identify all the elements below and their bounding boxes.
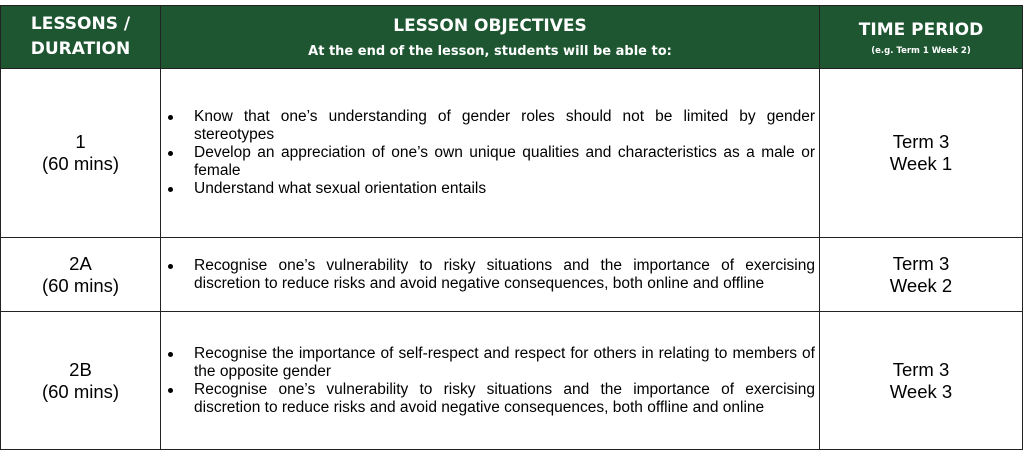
time-period-cell: Term 3 Week 1 — [819, 68, 1023, 238]
objective-item: Understand what sexual orientation entai… — [168, 180, 815, 198]
lesson-cell: 1 (60 mins) — [0, 68, 161, 238]
header-lessons-line2: DURATION — [30, 39, 131, 59]
objective-text: Recognise the importance of self-respect… — [194, 344, 815, 380]
time-period-cell: Term 3 Week 2 — [819, 237, 1023, 312]
table-row: 1 (60 mins) Know that one’s understandin… — [0, 68, 1023, 238]
objective-item: Recognise the importance of self-respect… — [168, 344, 815, 381]
time-week: Week 3 — [889, 380, 953, 402]
header-time-title: TIME PERIOD — [858, 19, 984, 40]
table-row: 2B (60 mins) Recognise the importance of… — [0, 311, 1023, 450]
lesson-number: 2B — [69, 358, 92, 380]
objective-text: Recognise one’s vulnerability to risky s… — [194, 256, 815, 292]
header-time-period: TIME PERIOD (e.g. Term 1 Week 2) — [819, 5, 1023, 69]
bullet-icon — [168, 187, 173, 192]
header-objectives-subtitle: At the end of the lesson, students will … — [308, 44, 672, 59]
header-lessons-line1: LESSONS / — [30, 14, 131, 34]
header-lesson-objectives: LESSON OBJECTIVES At the end of the less… — [160, 5, 820, 69]
time-term: Term 3 — [892, 358, 950, 380]
lesson-number: 2A — [69, 252, 92, 274]
table-header-row: LESSONS / DURATION LESSON OBJECTIVES At … — [0, 5, 1023, 69]
time-term: Term 3 — [892, 252, 950, 274]
time-term: Term 3 — [892, 131, 950, 152]
objective-item: Recognise one’s vulnerability to risky s… — [168, 380, 815, 417]
lesson-cell: 2A (60 mins) — [0, 237, 161, 312]
objective-text: Understand what sexual orientation entai… — [194, 180, 487, 197]
bullet-icon — [168, 351, 173, 357]
header-objectives-title: LESSON OBJECTIVES — [393, 16, 587, 36]
time-week: Week 1 — [889, 153, 953, 174]
objectives-list: Recognise the importance of self-respect… — [161, 345, 819, 417]
table-row: 2A (60 mins) Recognise one’s vulnerabili… — [0, 237, 1023, 312]
bullet-icon — [168, 115, 173, 120]
objectives-cell: Recognise the importance of self-respect… — [160, 311, 820, 450]
objective-text: Know that one’s understanding of gender … — [194, 108, 815, 143]
lesson-number: 1 — [75, 131, 86, 152]
lesson-duration: (60 mins) — [41, 380, 120, 402]
bullet-icon — [168, 263, 173, 269]
objective-item: Recognise one’s vulnerability to risky s… — [168, 256, 815, 293]
objectives-cell: Recognise one’s vulnerability to risky s… — [160, 237, 820, 312]
objective-text: Recognise one’s vulnerability to risky s… — [194, 380, 815, 416]
objective-text: Develop an appreciation of one’s own uni… — [194, 144, 815, 179]
header-lessons-duration: LESSONS / DURATION — [0, 5, 161, 69]
objectives-list: Know that one’s understanding of gender … — [161, 108, 819, 198]
lesson-plan-table: LESSONS / DURATION LESSON OBJECTIVES At … — [0, 5, 1023, 450]
bullet-icon — [168, 387, 173, 393]
objectives-cell: Know that one’s understanding of gender … — [160, 68, 820, 238]
lesson-duration: (60 mins) — [41, 153, 120, 174]
time-period-cell: Term 3 Week 3 — [819, 311, 1023, 450]
objectives-list: Recognise one’s vulnerability to risky s… — [161, 257, 819, 293]
lesson-cell: 2B (60 mins) — [0, 311, 161, 450]
header-time-subtitle: (e.g. Term 1 Week 2) — [871, 45, 971, 56]
time-week: Week 2 — [889, 274, 953, 296]
bullet-icon — [168, 151, 173, 156]
objective-item: Know that one’s understanding of gender … — [168, 108, 815, 144]
lesson-duration: (60 mins) — [41, 274, 120, 296]
objective-item: Develop an appreciation of one’s own uni… — [168, 144, 815, 180]
